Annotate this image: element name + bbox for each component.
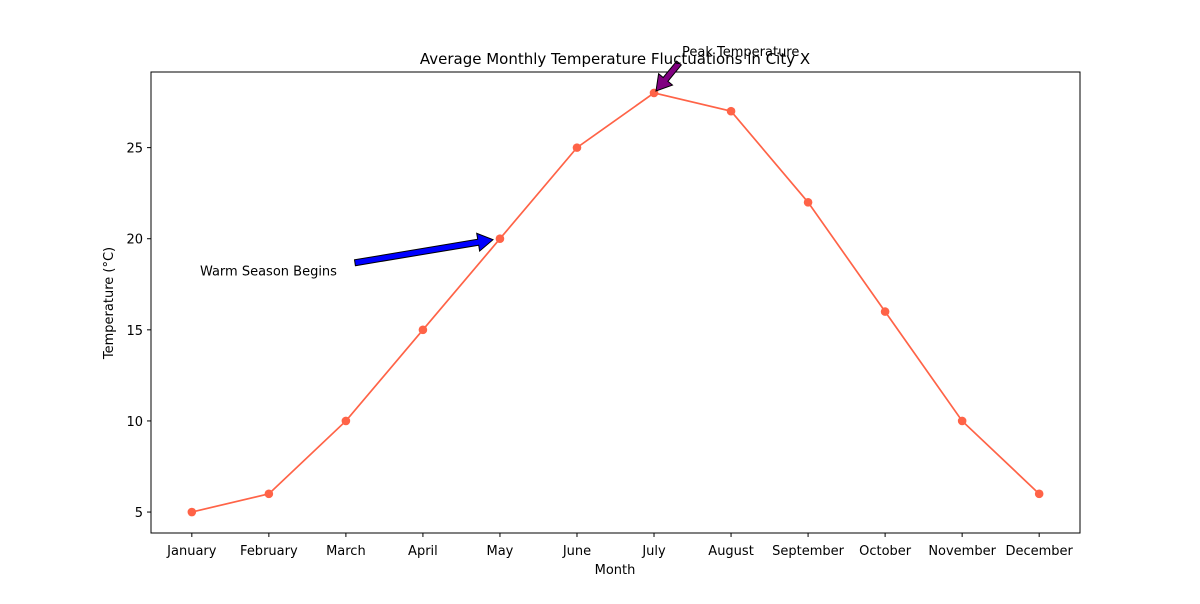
annotation-arrow: [353, 232, 494, 267]
y-tick-label: 20: [126, 233, 143, 248]
data-point: [187, 507, 197, 517]
x-tick-label: May: [487, 544, 514, 559]
x-tick-label: March: [326, 544, 366, 559]
y-tick-label: 25: [126, 142, 143, 157]
data-point: [341, 416, 351, 426]
data-point: [726, 106, 736, 116]
x-tick-label: January: [166, 544, 217, 559]
plot-frame: [150, 71, 1081, 534]
data-point: [418, 325, 428, 335]
y-axis-ticks: 5 10 15 20 25: [126, 142, 151, 521]
x-tick-label: November: [928, 544, 996, 559]
annotation-layer: Peak Temperature Warm Season Begins: [200, 45, 799, 280]
annotation-arrow: [655, 60, 683, 92]
x-axis-ticks: January February March April May June July Augu…: [166, 533, 1074, 559]
x-tick-label: August: [708, 544, 754, 559]
data-point: [495, 234, 505, 244]
x-tick-label: September: [772, 544, 845, 559]
x-tick-label: February: [240, 544, 298, 559]
chart-title: Average Monthly Temperature Fluctuations…: [420, 50, 810, 68]
plot-area: [150, 71, 1081, 534]
y-tick-label: 10: [126, 415, 143, 430]
x-tick-label: December: [1005, 544, 1073, 559]
y-tick-label: 15: [126, 324, 143, 339]
series-layer: [187, 88, 1044, 517]
data-point: [572, 143, 582, 152]
data-point: [264, 489, 274, 499]
x-axis-label: Month: [595, 563, 636, 578]
x-tick-label: June: [562, 544, 591, 559]
x-tick-label: April: [408, 544, 438, 559]
data-point: [803, 197, 813, 207]
y-tick-label: 5: [135, 506, 143, 521]
x-tick-label: October: [859, 544, 912, 559]
data-point: [957, 416, 967, 426]
x-tick-label: July: [641, 544, 666, 559]
data-point: [1034, 489, 1044, 499]
annotation-label: Warm Season Begins: [200, 265, 337, 280]
series-line: [191, 92, 1040, 513]
y-axis-label: Temperature (°C): [102, 247, 117, 360]
annotation-label: Peak Temperature: [682, 45, 799, 60]
data-point: [880, 307, 890, 316]
